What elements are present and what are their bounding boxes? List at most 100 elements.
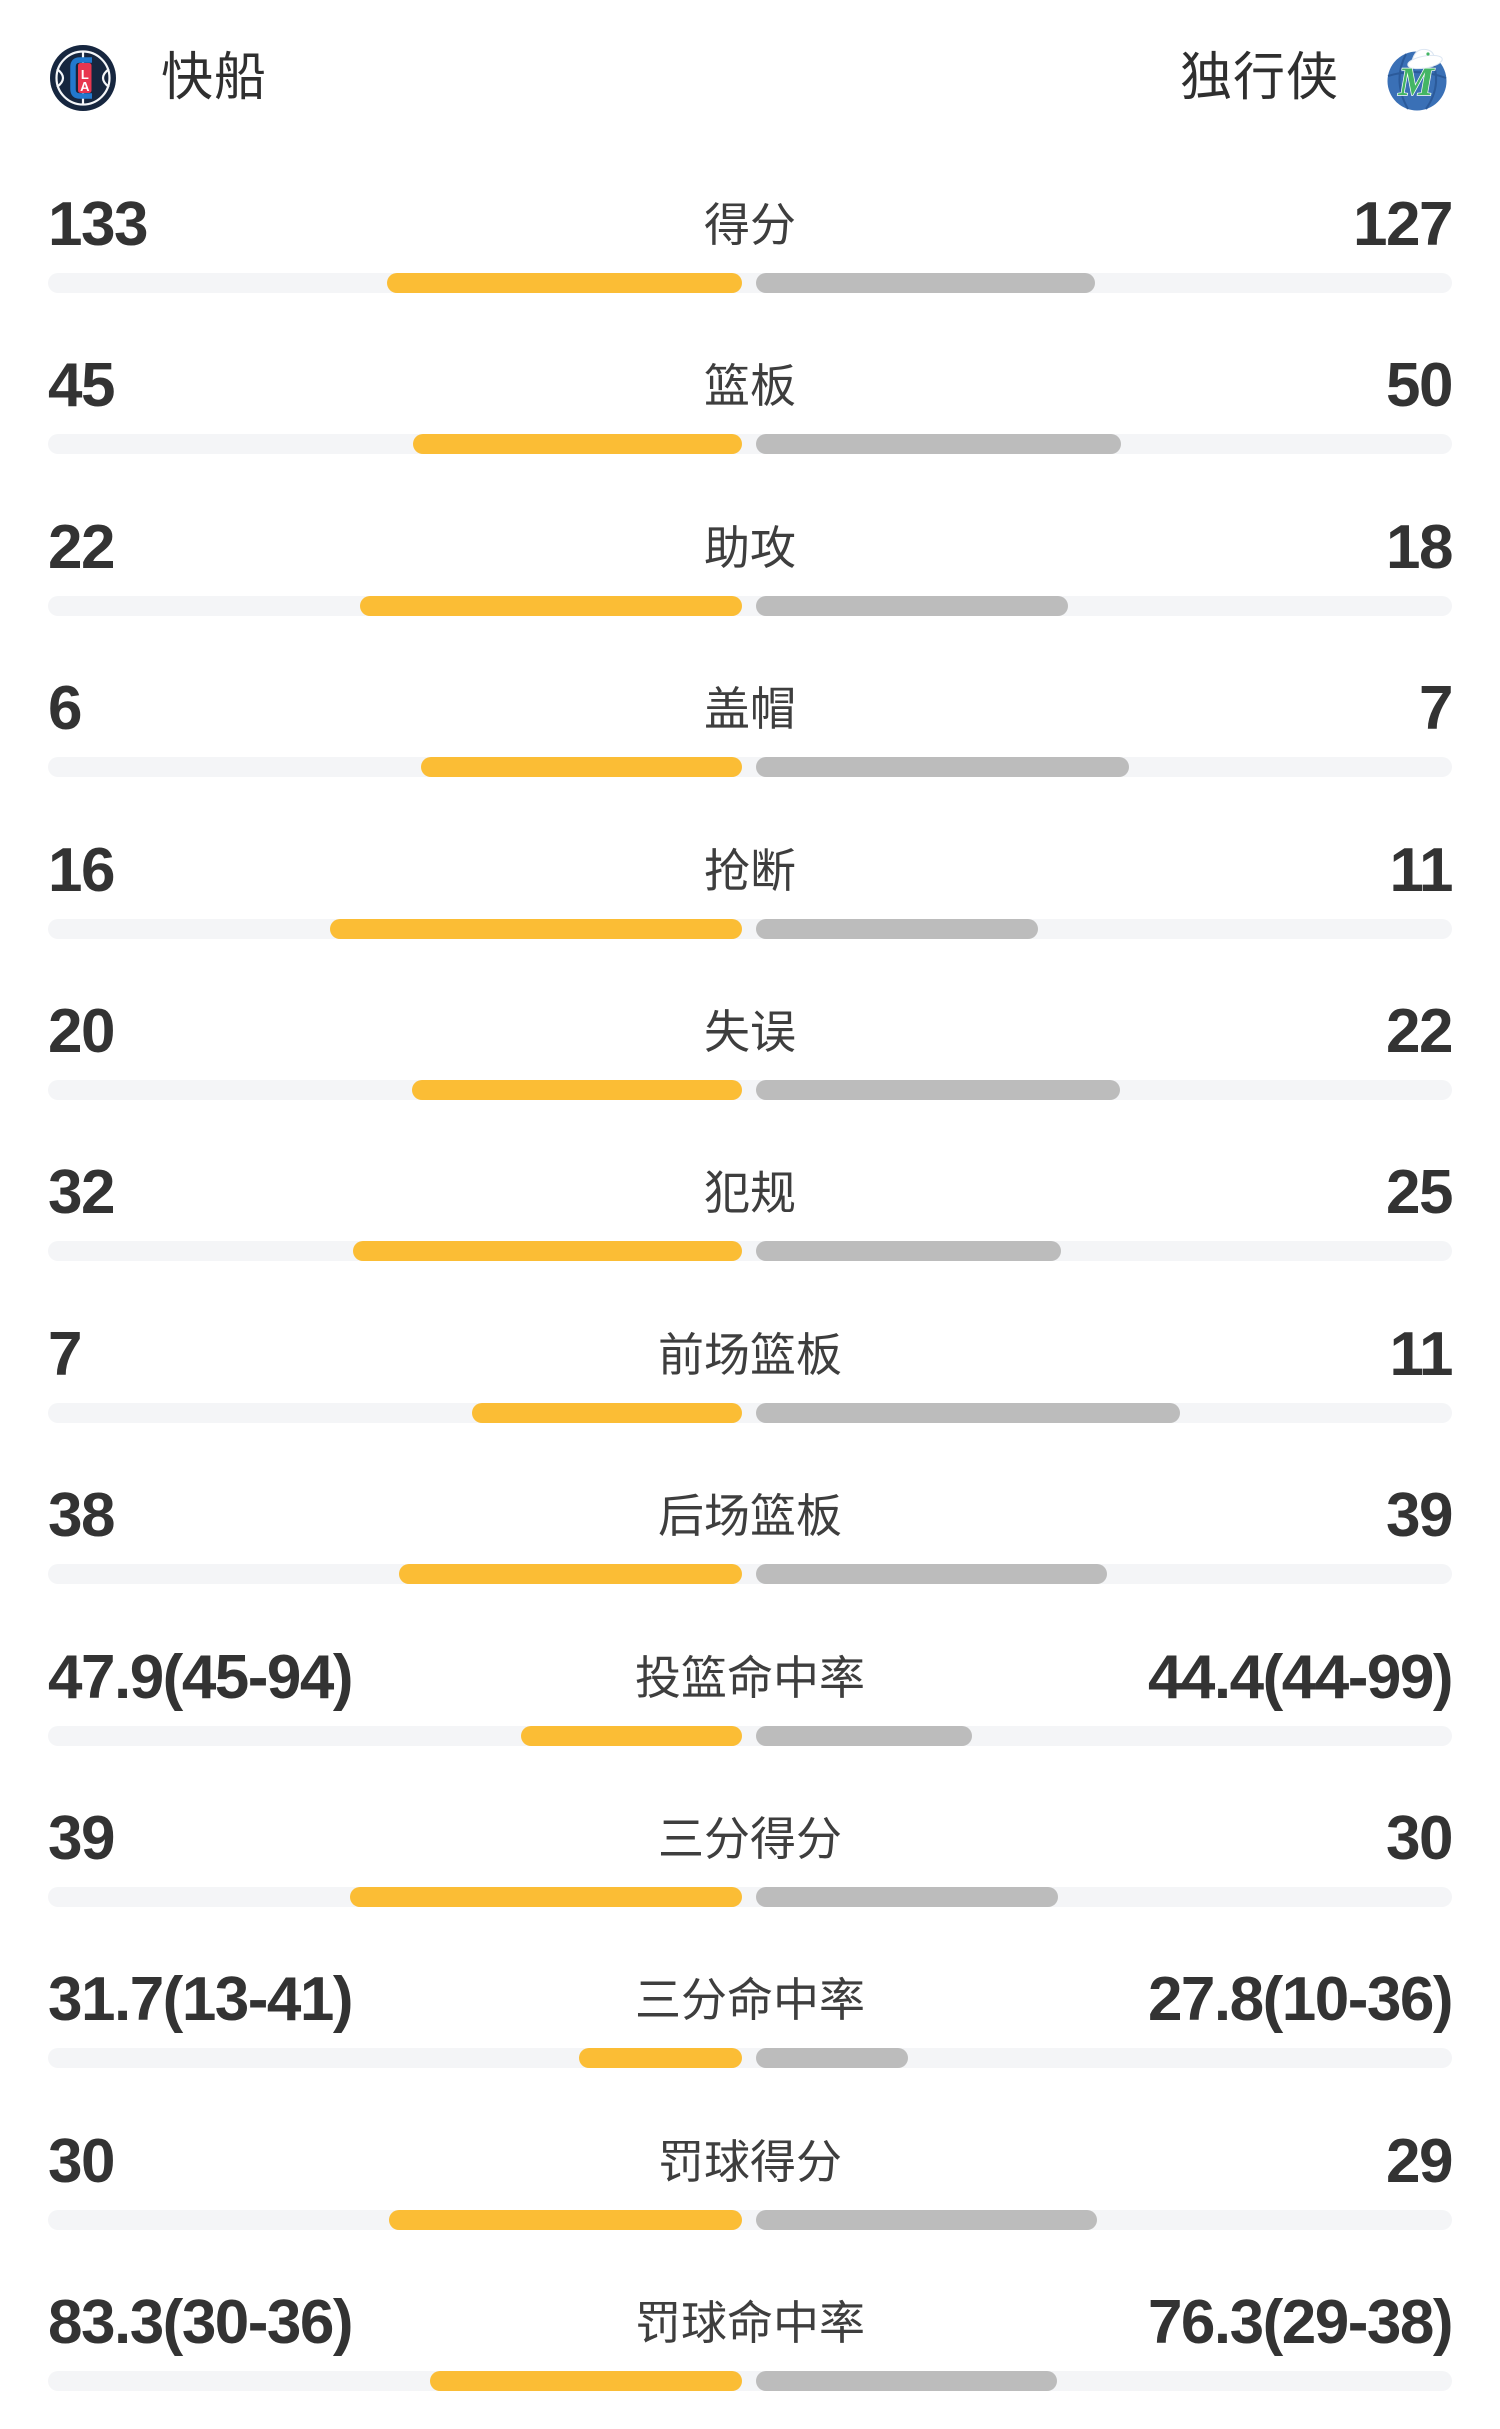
bar-left [412,1079,742,1100]
mavericks-logo-icon: M [1384,45,1450,111]
bar-track [48,273,1452,293]
bar-right [756,1079,1120,1100]
stat-value-right: 27.8(10-36) [1147,1965,1454,2035]
stat-value-right: 29 [1386,2126,1453,2196]
team-left[interactable]: L A 快船 [50,45,267,111]
stat-value-right: 44.4(44-99) [1147,1642,1454,1712]
stat-row: 7 前场篮板 11 [0,1300,1500,1461]
stat-label: 罚球命中率 [635,2297,865,2350]
stat-label: 罚球得分 [658,2135,842,2188]
bar-track [48,1241,1452,1262]
stat-label: 犯规 [704,1167,796,1220]
stat-value-left: 47.9(45-94) [48,1642,354,1712]
stat-row: 30 罚球得分 29 [0,2107,1500,2268]
stat-value-right: 7 [1419,674,1453,744]
stat-row: 6 盖帽 7 [0,654,1500,815]
bar-right [756,918,1038,939]
bar-right [756,2209,1097,2230]
stat-value-left: 32 [48,1158,115,1228]
stat-value-right: 11 [1389,1319,1453,1389]
svg-text:L: L [81,67,89,82]
svg-text:A: A [80,79,90,94]
stat-value-right: 25 [1386,1158,1453,1228]
bar-track [48,1886,1452,1907]
bar-left [579,2048,742,2069]
bar-right [756,595,1068,616]
bar-left [387,273,742,293]
bar-left [389,2209,742,2230]
bar-right [756,757,1129,778]
bar-right [756,1725,972,1746]
stat-value-left: 39 [48,1803,115,1873]
bar-right [756,1402,1180,1423]
stat-row: 32 犯规 25 [0,1138,1500,1299]
stat-row: 20 失误 22 [0,977,1500,1138]
bar-right [756,2371,1057,2392]
stat-value-right: 11 [1389,835,1453,905]
bar-right [756,434,1121,455]
bar-left [421,757,742,778]
stat-value-right: 30 [1386,1803,1453,1873]
svg-text:M: M [1397,59,1435,104]
stat-row: 45 篮板 50 [0,331,1500,492]
bar-track [48,2048,1452,2069]
stat-label: 失误 [704,1005,796,1058]
stat-value-left: 22 [48,512,115,582]
bar-left [399,1564,742,1585]
stat-row: 47.9(45-94) 投篮命中率 44.4(44-99) [0,1623,1500,1784]
stat-value-left: 30 [48,2126,115,2196]
stat-value-right: 76.3(29-38) [1147,2288,1454,2358]
stat-value-left: 83.3(30-36) [48,2288,354,2358]
bar-left [413,434,742,455]
stat-value-left: 7 [48,1319,82,1389]
bar-track [48,1079,1452,1100]
stat-value-right: 39 [1386,1481,1453,1551]
stat-value-left: 6 [48,674,82,744]
bar-right [756,1886,1058,1907]
bar-left [430,2371,742,2392]
bar-left [360,595,742,616]
stat-value-left: 45 [48,351,115,421]
stat-value-right: 50 [1386,351,1453,421]
stat-row: 22 助攻 18 [0,493,1500,654]
stat-row: 16 抢断 11 [0,816,1500,977]
stat-label: 投篮命中率 [635,1651,865,1704]
clippers-logo-icon: L A [50,45,116,111]
stat-value-left: 31.7(13-41) [48,1965,354,2035]
stats-list: 133 得分 127 45 篮板 50 22 助攻 18 6 盖帽 7 [0,170,1500,2429]
stat-value-right: 22 [1386,996,1453,1066]
bar-track [48,434,1452,455]
stat-row: 133 得分 127 [0,170,1500,331]
bar-track [48,2371,1452,2392]
bar-track [48,1564,1452,1585]
bar-track [48,595,1452,616]
stat-row: 38 后场篮板 39 [0,1461,1500,1622]
bar-track [48,1402,1452,1423]
team-right[interactable]: 独行侠 M [1180,45,1450,111]
bar-track [48,1725,1452,1746]
stat-row: 31.7(13-41) 三分命中率 27.8(10-36) [0,1945,1500,2106]
stat-label: 三分命中率 [635,1974,865,2027]
stat-value-left: 133 [48,190,148,259]
stat-value-left: 16 [48,835,115,905]
stat-label: 三分得分 [658,1812,842,1865]
bar-track [48,757,1452,778]
stat-value-right: 18 [1386,512,1453,582]
bar-track [48,918,1452,939]
bar-left [330,918,742,939]
stat-label: 抢断 [704,844,796,897]
bar-left [472,1402,742,1423]
stat-value-right: 127 [1353,190,1453,259]
stat-value-left: 20 [48,996,115,1066]
bar-left [521,1725,742,1746]
bar-right [756,273,1095,293]
bar-track [48,2209,1452,2230]
stat-label: 后场篮板 [658,1490,842,1543]
stat-row: 39 三分得分 30 [0,1784,1500,1945]
header: L A 快船 独行侠 M [50,44,1450,112]
stat-row: 83.3(30-36) 罚球命中率 76.3(29-38) [0,2268,1500,2429]
bar-right [756,2048,908,2069]
team-name-right: 独行侠 [1179,49,1339,107]
stat-value-left: 38 [48,1481,115,1551]
stat-label: 盖帽 [704,683,796,736]
